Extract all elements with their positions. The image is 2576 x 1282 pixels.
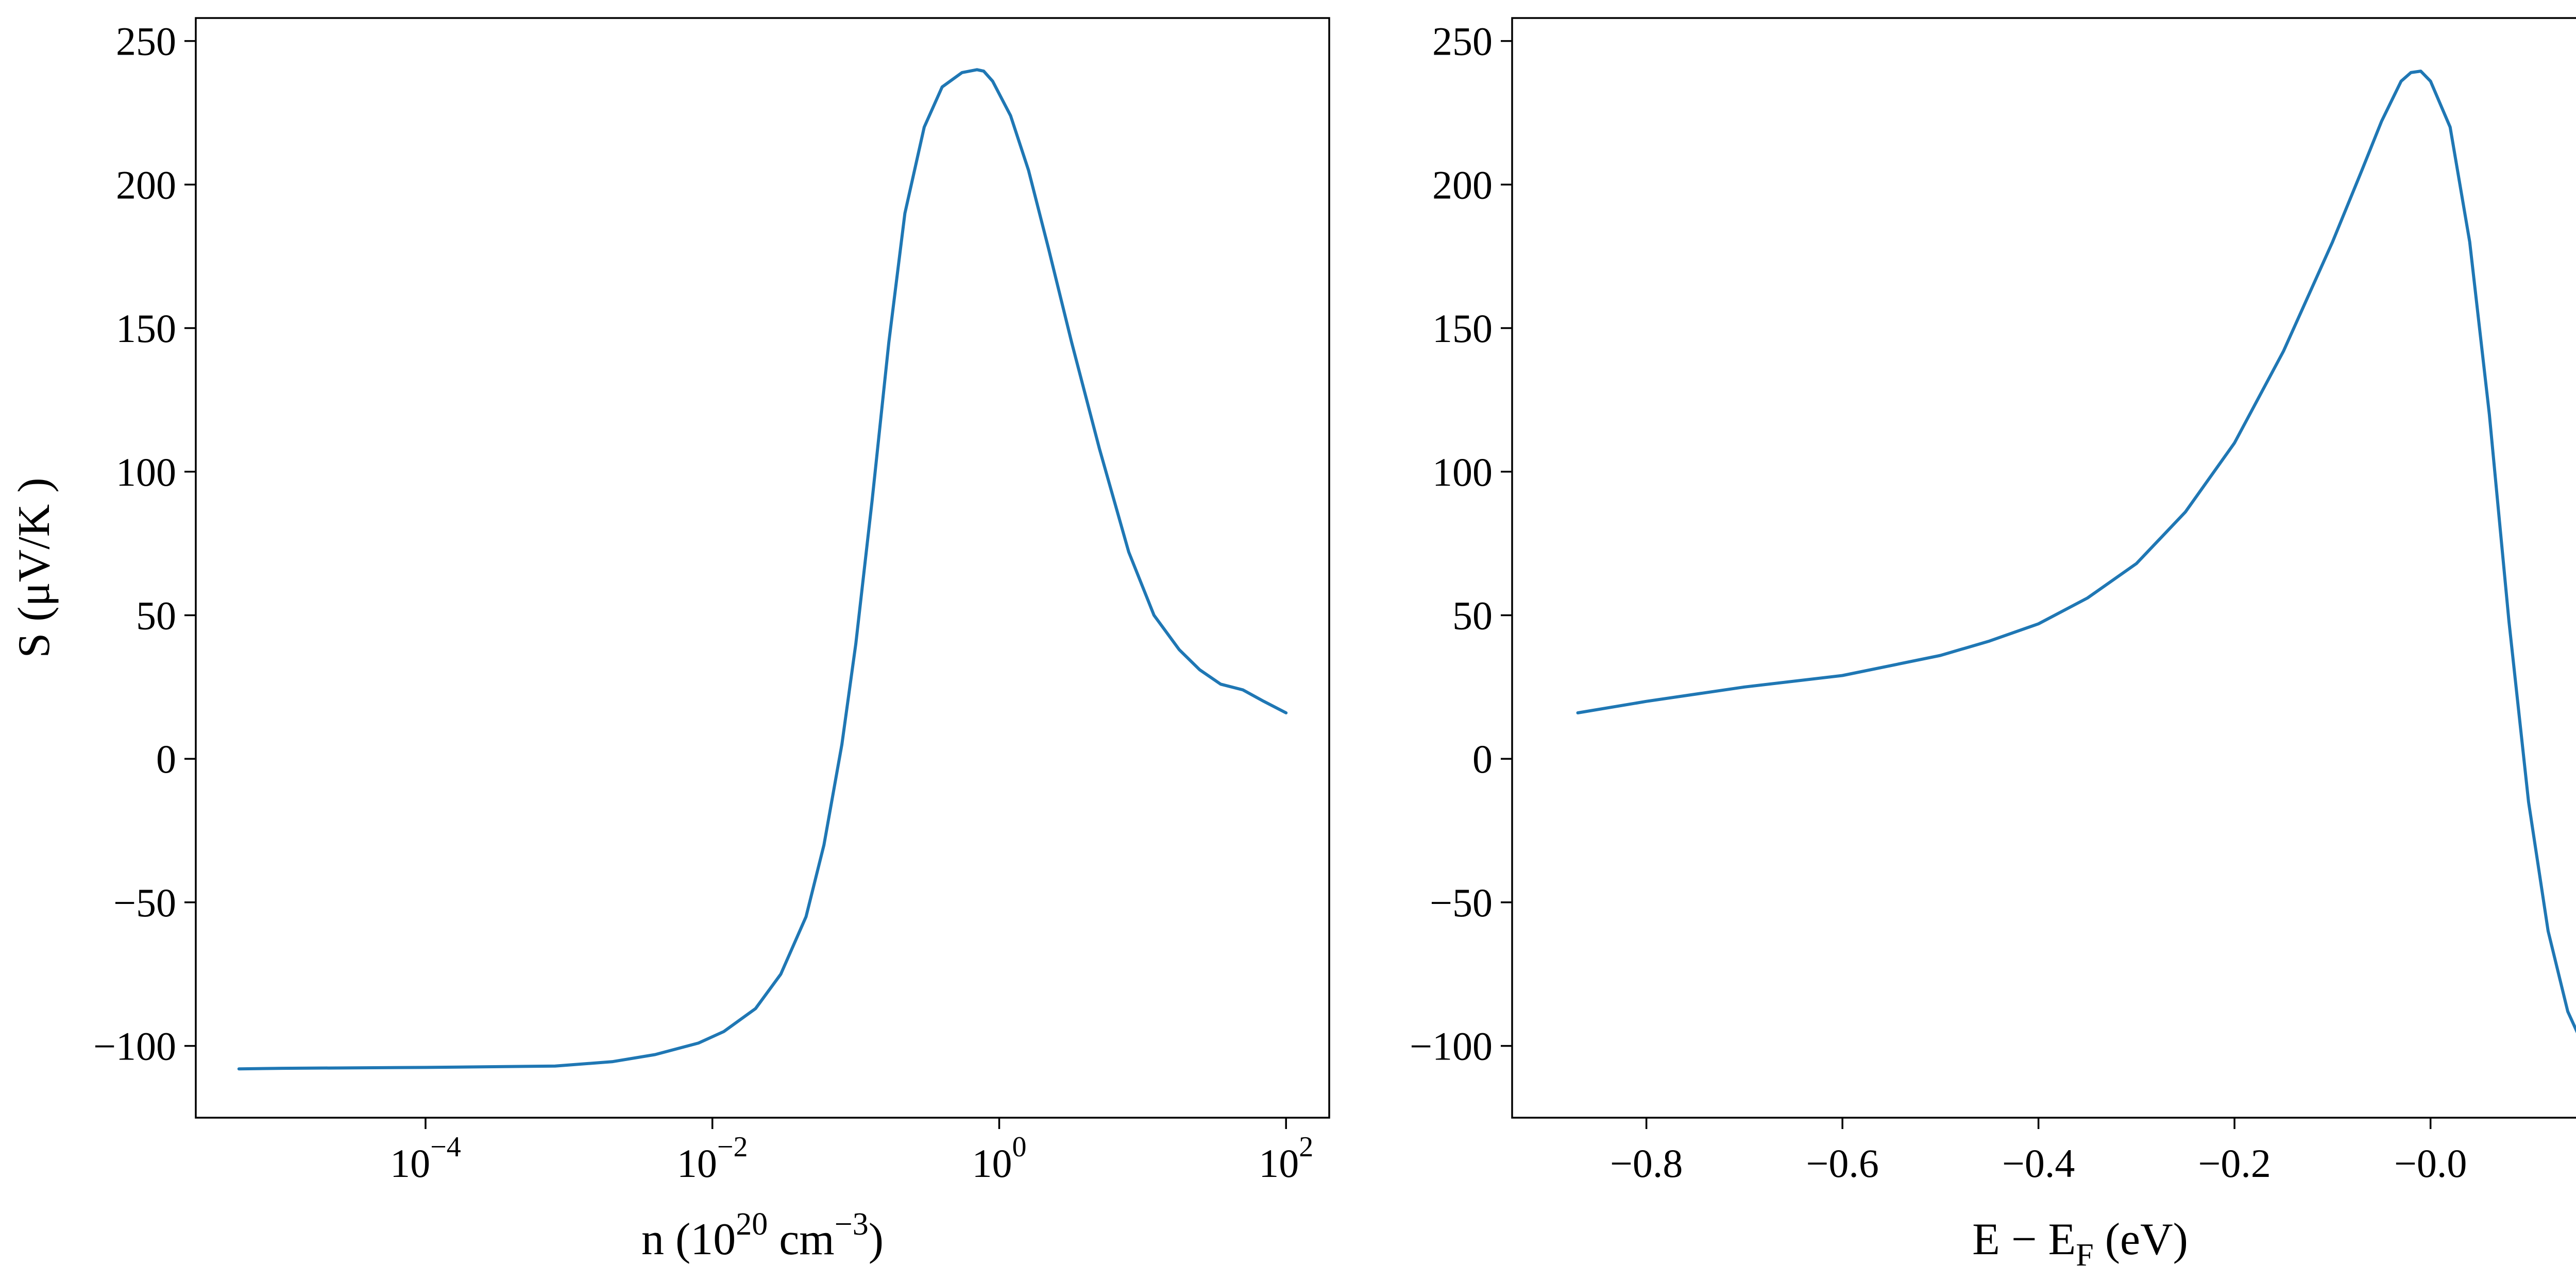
plot-frame xyxy=(195,17,1330,1119)
y-tick-label: 200 xyxy=(116,162,176,207)
x-tick-label: −0.2 xyxy=(2198,1141,2271,1186)
y-tick-label: −100 xyxy=(1410,1024,1493,1069)
y-tick-label: 200 xyxy=(1432,162,1493,207)
y-tick-label: −50 xyxy=(1430,880,1493,925)
y-tick-label: 50 xyxy=(1452,593,1493,638)
x-tick-label: −0.4 xyxy=(2002,1141,2075,1186)
y-axis-label: S (μV/K ) xyxy=(9,477,59,658)
series-line-1 xyxy=(237,68,1288,1071)
y-tick-label: −100 xyxy=(93,1024,176,1069)
chart-panel-1: −100 −50 0 50 100 150 200 250 10−4 10−2 100 102 n (1… xyxy=(9,17,1330,1264)
y-tick-label: 250 xyxy=(116,19,176,64)
x-tick-label: 10−4 xyxy=(390,1131,461,1186)
x-tick-label: −0.0 xyxy=(2394,1141,2467,1186)
chart-panel-2: −100 −50 0 50 100 150 200 250 −0.8 −0.6 −0.4 −0.2 −0… xyxy=(1410,17,2576,1273)
y-tick-label: 100 xyxy=(1432,450,1493,494)
y-tick-label: 0 xyxy=(1472,737,1493,781)
y-tick-label: 150 xyxy=(1432,306,1493,351)
y-tick-label: −50 xyxy=(113,880,176,925)
y-tick-label: 50 xyxy=(136,593,176,638)
x-tick-label: 10−2 xyxy=(677,1131,748,1186)
x-tick-label: −0.8 xyxy=(1610,1141,1683,1186)
series-line-1 xyxy=(1576,70,2576,1034)
x-axis-label: n (1020 cm−3) xyxy=(641,1207,884,1264)
y-tick-label: 150 xyxy=(116,306,176,351)
y-tick-label: 250 xyxy=(1432,19,1493,64)
x-tick-label: 102 xyxy=(1259,1131,1313,1186)
x-axis-label: E − EF (eV) xyxy=(1972,1215,2188,1273)
x-tick-label: 100 xyxy=(972,1131,1026,1186)
plot-frame xyxy=(1511,17,2576,1119)
x-tick-label: −0.6 xyxy=(1806,1141,1879,1186)
y-tick-label: 100 xyxy=(116,450,176,494)
y-tick-label: 0 xyxy=(156,737,176,781)
